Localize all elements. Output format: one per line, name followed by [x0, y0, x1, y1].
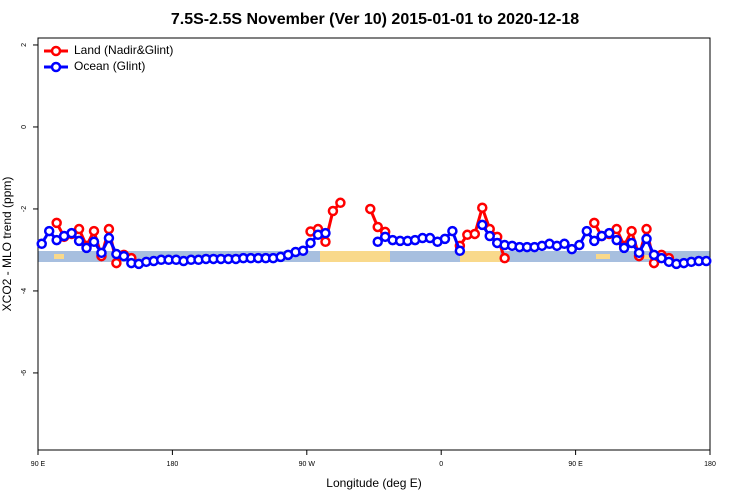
point — [589, 217, 600, 229]
map-strip — [38, 251, 710, 262]
y-tick-label: 0 — [21, 125, 28, 129]
x-tick-label: 90 E — [568, 461, 583, 468]
point — [51, 217, 62, 229]
point — [641, 233, 652, 245]
land-strip — [596, 254, 610, 259]
point — [626, 225, 637, 237]
point — [43, 225, 55, 237]
point — [73, 223, 85, 235]
point — [51, 234, 62, 246]
point — [641, 223, 652, 235]
point — [372, 221, 383, 233]
land-strip — [320, 251, 390, 262]
x-tick-label: 90 W — [299, 461, 316, 468]
point — [372, 236, 383, 247]
point — [111, 257, 122, 269]
point — [88, 225, 100, 237]
point — [66, 227, 77, 239]
series — [36, 219, 712, 270]
land-strip — [460, 251, 500, 262]
point — [633, 247, 645, 259]
y-tick-label: 2 — [21, 43, 28, 47]
chart-title: 7.5S-2.5S November (Ver 10) 2015-01-01 t… — [171, 11, 579, 28]
legend-label: Land (Nadir&Glint) — [74, 43, 173, 57]
point — [566, 243, 578, 255]
point — [499, 252, 510, 264]
x-axis-label: Longitude (deg E) — [326, 476, 421, 490]
point — [88, 236, 100, 247]
point — [320, 236, 331, 247]
point — [469, 228, 481, 240]
point — [103, 223, 115, 235]
point — [297, 245, 309, 257]
legend-label: Ocean (Glint) — [74, 59, 145, 73]
y-tick-label: -2 — [21, 206, 28, 212]
point — [118, 250, 130, 262]
y-axis-label: XCO2 - MLO trend (ppm) — [0, 177, 14, 312]
point — [36, 238, 47, 250]
point — [611, 234, 622, 246]
point — [618, 242, 630, 254]
legend-marker — [50, 61, 62, 73]
x-tick-label: 180 — [704, 461, 716, 468]
x-tick-label: 180 — [167, 461, 179, 468]
y-tick-label: -4 — [21, 288, 28, 294]
point — [305, 237, 316, 249]
point — [559, 238, 570, 250]
point — [96, 247, 107, 259]
x-tick-label: 90 E — [31, 461, 46, 468]
x-tick-label: 0 — [439, 461, 443, 468]
point — [327, 205, 339, 217]
point — [611, 223, 622, 235]
point — [477, 219, 488, 231]
land-strip — [640, 255, 654, 259]
point — [103, 232, 115, 244]
land-strip — [54, 254, 64, 259]
point — [447, 225, 458, 237]
point — [626, 237, 637, 249]
point — [701, 255, 712, 267]
point — [589, 235, 600, 247]
point — [335, 197, 346, 209]
point — [320, 227, 331, 239]
point — [581, 225, 593, 237]
point — [439, 233, 451, 245]
point — [454, 245, 466, 257]
point — [603, 227, 615, 239]
point — [81, 242, 92, 254]
point — [365, 203, 376, 215]
point — [477, 202, 488, 213]
legend-marker — [50, 45, 62, 57]
point — [484, 230, 495, 242]
y-tick-label: -6 — [21, 370, 28, 376]
point — [73, 235, 85, 247]
point — [574, 239, 585, 251]
